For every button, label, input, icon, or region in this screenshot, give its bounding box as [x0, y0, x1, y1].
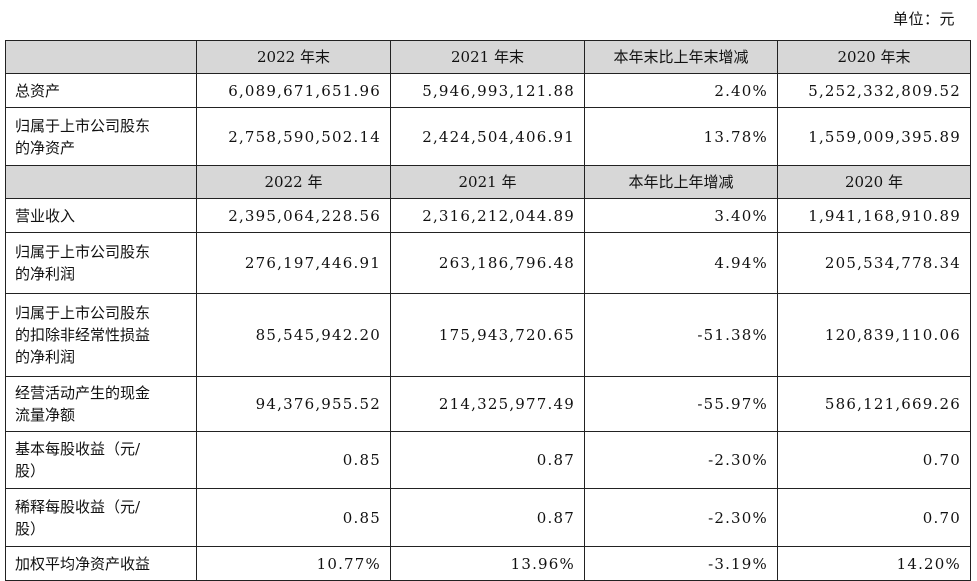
row-label-line: 股） [15, 462, 46, 480]
row-label-line: 营业收入 [15, 206, 76, 225]
value-cell: 85,545,942.20 [196, 293, 391, 377]
value-cell: 175,943,720.65 [390, 293, 585, 377]
value-cell: 0.70 [777, 431, 971, 489]
value-cell: 10.77% [196, 546, 391, 581]
table-row: 稀释每股收益（元/ 股） 0.85 0.87 -2.30% 0.70 [5, 488, 971, 547]
value-cell: 0.85 [196, 488, 391, 547]
header-cell-2021-year: 2021 年 [390, 165, 585, 199]
value-cell: 586,121,669.26 [777, 376, 971, 432]
change-cell: 3.40% [584, 198, 778, 233]
row-label-line: 稀释每股收益（元/ [15, 497, 141, 516]
row-label-line: 的净利润 [15, 265, 76, 283]
value-cell: 276,197,446.91 [196, 232, 391, 294]
header-cell-change-year-end: 本年末比上年末增减 [584, 40, 778, 74]
value-cell: 5,946,993,121.88 [390, 73, 585, 108]
change-cell: -3.19% [584, 546, 778, 581]
header-cell-change-year: 本年比上年增减 [584, 165, 778, 199]
value-cell: 263,186,796.48 [390, 232, 585, 294]
value-cell: 2,316,212,044.89 [390, 198, 585, 233]
value-cell: 13.96% [390, 546, 585, 581]
table-header-row-year-end: 2022 年末 2021 年末 本年末比上年末增减 2020 年末 [5, 40, 971, 74]
row-label: 稀释每股收益（元/ 股） [5, 488, 197, 547]
value-cell: 0.87 [390, 431, 585, 489]
header-cell-2020-year-end: 2020 年末 [777, 40, 971, 74]
row-label: 归属于上市公司股东 的扣除非经常性损益 的净利润 [5, 293, 197, 377]
row-label-line: 流量净额 [15, 406, 76, 424]
value-cell: 14.20% [777, 546, 971, 581]
header-cell-blank [5, 40, 197, 74]
value-cell: 94,376,955.52 [196, 376, 391, 432]
table-row: 归属于上市公司股东 的净资产 2,758,590,502.14 2,424,50… [5, 107, 971, 166]
change-cell: 2.40% [584, 73, 778, 108]
table-header-row-year: 2022 年 2021 年 本年比上年增减 2020 年 [5, 165, 971, 199]
change-cell: 13.78% [584, 107, 778, 166]
header-cell-2022-year: 2022 年 [196, 165, 391, 199]
value-cell: 2,758,590,502.14 [196, 107, 391, 166]
header-cell-blank [5, 165, 197, 199]
header-cell-2020-year: 2020 年 [777, 165, 971, 199]
header-cell-2022-year-end: 2022 年末 [196, 40, 391, 74]
value-cell: 0.70 [777, 488, 971, 547]
table-row: 经营活动产生的现金 流量净额 94,376,955.52 214,325,977… [5, 376, 971, 432]
financial-summary-table: 2022 年末 2021 年末 本年末比上年末增减 2020 年末 总资产 6,… [5, 40, 971, 581]
row-label: 归属于上市公司股东 的净资产 [5, 107, 197, 166]
row-label: 基本每股收益（元/ 股） [5, 431, 197, 489]
value-cell: 120,839,110.06 [777, 293, 971, 377]
change-cell: 4.94% [584, 232, 778, 294]
row-label-line: 基本每股收益（元/ [15, 440, 141, 458]
row-label: 加权平均净资产收益 [5, 546, 197, 581]
table-row: 加权平均净资产收益 10.77% 13.96% -3.19% 14.20% [5, 546, 971, 581]
value-cell: 214,325,977.49 [390, 376, 585, 432]
row-label-line: 的扣除非经常性损益 [15, 326, 151, 344]
row-label-line: 加权平均净资产收益 [15, 554, 151, 573]
value-cell: 2,424,504,406.91 [390, 107, 585, 166]
row-label: 经营活动产生的现金 流量净额 [5, 376, 197, 432]
change-cell: -2.30% [584, 488, 778, 547]
table-row: 营业收入 2,395,064,228.56 2,316,212,044.89 3… [5, 198, 971, 233]
value-cell: 205,534,778.34 [777, 232, 971, 294]
header-cell-2021-year-end: 2021 年末 [390, 40, 585, 74]
row-label-line: 经营活动产生的现金 [15, 384, 151, 402]
row-label-line: 归属于上市公司股东 [15, 304, 151, 322]
table-row: 基本每股收益（元/ 股） 0.85 0.87 -2.30% 0.70 [5, 431, 971, 489]
change-cell: -51.38% [584, 293, 778, 377]
row-label-line: 的净资产 [15, 138, 76, 157]
row-label-line: 归属于上市公司股东 [15, 243, 151, 261]
unit-label: 单位：元 [892, 10, 955, 28]
value-cell: 1,559,009,395.89 [777, 107, 971, 166]
value-cell: 2,395,064,228.56 [196, 198, 391, 233]
table-row: 总资产 6,089,671,651.96 5,946,993,121.88 2.… [5, 73, 971, 108]
table-row: 归属于上市公司股东 的净利润 276,197,446.91 263,186,79… [5, 232, 971, 294]
value-cell: 5,252,332,809.52 [777, 73, 971, 108]
value-cell: 6,089,671,651.96 [196, 73, 391, 108]
row-label: 归属于上市公司股东 的净利润 [5, 232, 197, 294]
row-label: 总资产 [5, 73, 197, 108]
row-label: 营业收入 [5, 198, 197, 233]
value-cell: 0.87 [390, 488, 585, 547]
row-label-line: 股） [15, 519, 46, 538]
table-row: 归属于上市公司股东 的扣除非经常性损益 的净利润 85,545,942.20 1… [5, 293, 971, 377]
row-label-line: 归属于上市公司股东 [15, 116, 151, 135]
change-cell: -55.97% [584, 376, 778, 432]
change-cell: -2.30% [584, 431, 778, 489]
row-label-line: 的净利润 [15, 348, 76, 366]
value-cell: 0.85 [196, 431, 391, 489]
value-cell: 1,941,168,910.89 [777, 198, 971, 233]
row-label-line: 总资产 [15, 81, 61, 100]
